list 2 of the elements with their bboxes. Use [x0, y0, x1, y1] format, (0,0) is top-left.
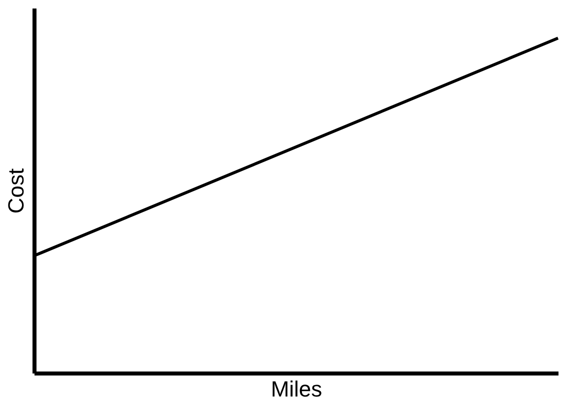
y-axis-title: Cost — [4, 168, 28, 214]
x-axis-title: Miles — [270, 376, 322, 402]
